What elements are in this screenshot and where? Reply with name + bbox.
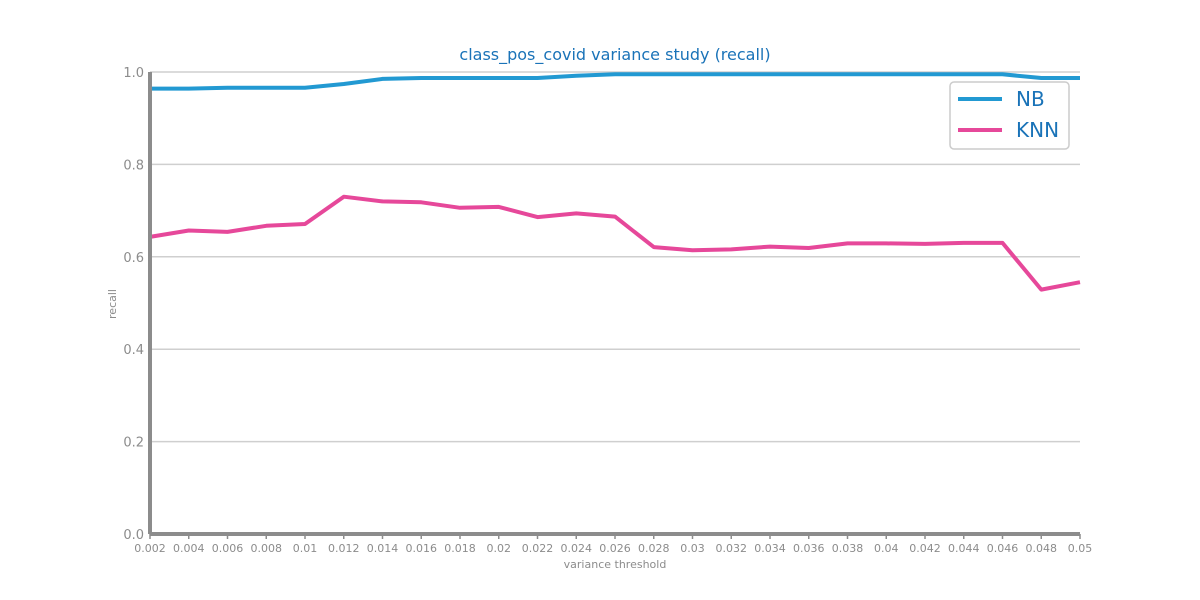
x-axis-label: variance threshold — [564, 558, 667, 571]
y-tick-labels: 0.0 0.2 0.4 0.6 0.8 1.0 — [123, 66, 144, 543]
x-tick-label: 0.016 — [406, 542, 438, 555]
x-tick-label: 0.04 — [874, 542, 899, 555]
series-lines — [149, 72, 1081, 292]
x-tick-labels: 0.002 0.004 0.006 0.008 0.01 0.012 0.014 0.016 0… — [134, 542, 1092, 555]
x-tick-label: 0.022 — [522, 542, 554, 555]
x-tick-label: 0.038 — [832, 542, 864, 555]
x-tick-label: 0.012 — [328, 542, 360, 555]
x-tick-label: 0.048 — [1026, 542, 1058, 555]
x-tick-label: 0.01 — [293, 542, 318, 555]
chart-title: class_pos_covid variance study (recall) — [459, 45, 770, 65]
x-tick-label: 0.008 — [251, 542, 283, 555]
x-tick-label: 0.018 — [444, 542, 476, 555]
axes — [148, 72, 1081, 539]
y-tick-label: 0.6 — [123, 251, 144, 266]
y-tick-label: 0.4 — [123, 343, 144, 358]
y-tick-label: 0.2 — [123, 436, 144, 451]
x-tick-label: 0.02 — [487, 542, 512, 555]
legend-label-nb: NB — [1016, 87, 1045, 111]
x-tick-label: 0.006 — [212, 542, 244, 555]
y-axis-label: recall — [106, 289, 119, 319]
x-tick-label: 0.028 — [638, 542, 670, 555]
x-tick-label: 0.026 — [599, 542, 631, 555]
x-tick-label: 0.014 — [367, 542, 399, 555]
legend: NB KNN — [949, 81, 1070, 150]
x-tick-label: 0.004 — [173, 542, 205, 555]
y-tick-label: 0.8 — [123, 158, 144, 173]
x-tick-label: 0.034 — [754, 542, 786, 555]
legend-label-knn: KNN — [1016, 118, 1059, 142]
x-tick-label: 0.036 — [793, 542, 825, 555]
x-tick-label: 0.002 — [134, 542, 166, 555]
series-line-nb — [150, 72, 1080, 91]
x-tick-label: 0.03 — [680, 542, 705, 555]
x-tick-label: 0.046 — [987, 542, 1019, 555]
y-tick-label: 1.0 — [123, 66, 144, 81]
grid — [150, 71, 1080, 535]
y-tick-label: 0.0 — [123, 528, 144, 543]
x-tick-label: 0.044 — [948, 542, 980, 555]
x-tick-label: 0.032 — [716, 542, 748, 555]
x-tick-label: 0.042 — [909, 542, 941, 555]
x-tick-label: 0.024 — [561, 542, 593, 555]
series-line-knn — [149, 194, 1081, 292]
x-tick-label: 0.05 — [1068, 542, 1093, 555]
